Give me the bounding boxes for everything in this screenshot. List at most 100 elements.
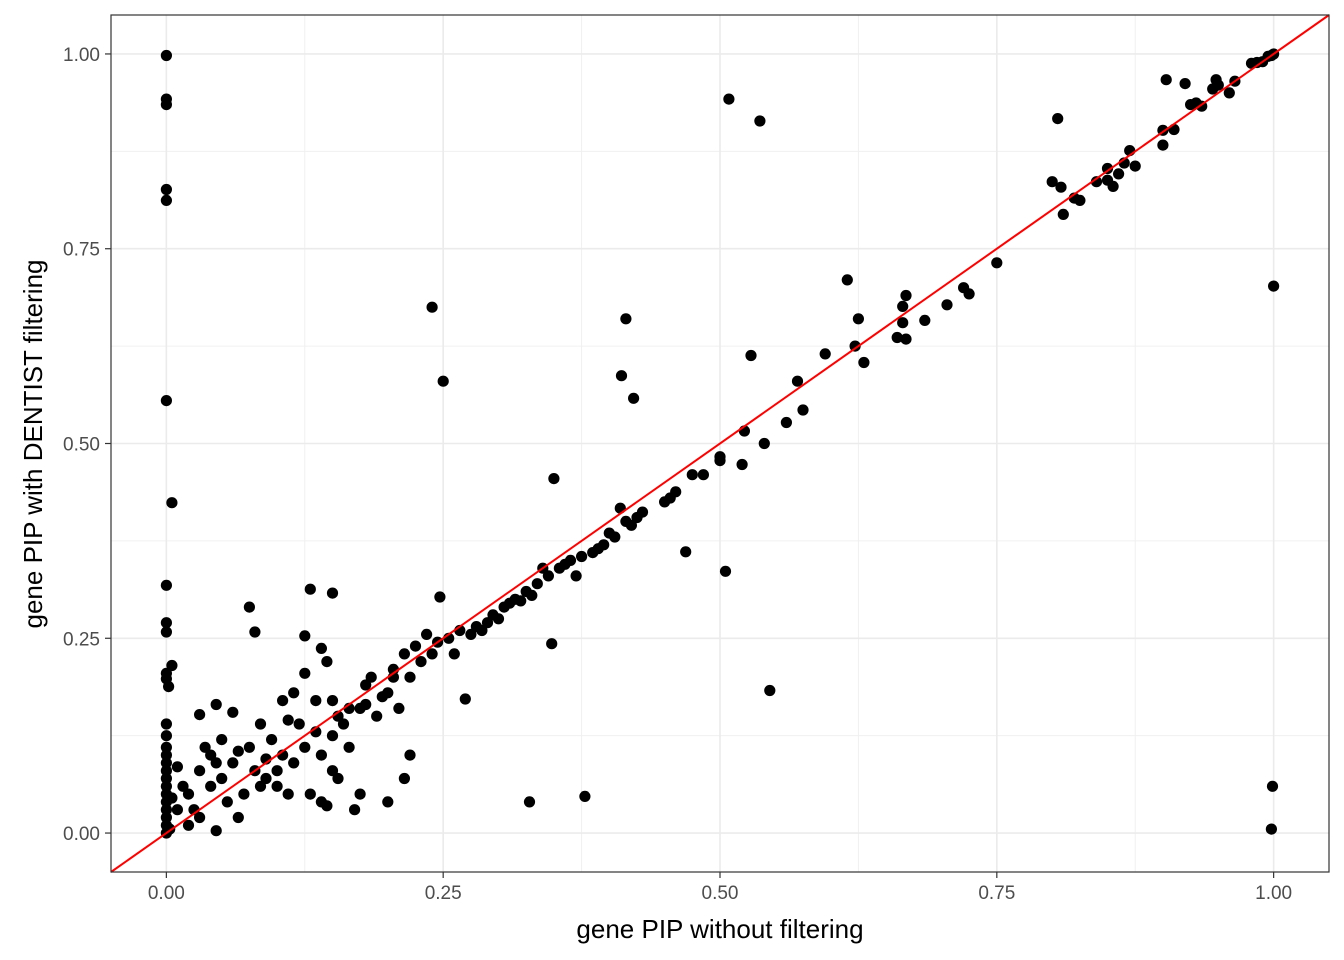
data-point — [1268, 280, 1280, 292]
data-point — [625, 519, 638, 531]
data-point — [177, 780, 189, 792]
y-axis-ticks: 0.00 0.25 0.50 0.75 1.00 — [63, 45, 111, 845]
data-point — [360, 679, 372, 691]
data-point — [166, 792, 178, 804]
data-point — [260, 772, 272, 785]
data-point — [160, 718, 172, 730]
y-axis-title: gene PIP with DENTIST filtering — [18, 260, 48, 629]
data-point — [991, 257, 1003, 269]
data-point — [841, 274, 853, 286]
data-point — [254, 718, 267, 730]
data-point — [465, 628, 477, 641]
data-point — [598, 539, 610, 551]
data-point — [160, 617, 172, 629]
data-point — [216, 734, 228, 746]
data-point — [254, 780, 267, 792]
data-point — [941, 299, 953, 311]
x-tick-label: 0.50 — [702, 883, 739, 904]
data-point — [437, 375, 449, 387]
data-point — [354, 788, 366, 800]
data-point — [686, 469, 698, 481]
data-point — [171, 804, 183, 816]
data-point — [299, 667, 311, 679]
data-point — [459, 693, 471, 705]
data-point — [421, 628, 433, 641]
data-point — [852, 313, 865, 325]
data-point — [371, 710, 383, 722]
data-point — [182, 819, 195, 831]
x-tick-label: 0.25 — [425, 883, 462, 904]
data-point — [481, 617, 494, 629]
y-tick-label: 1.00 — [63, 45, 100, 66]
data-point — [615, 370, 628, 382]
data-point — [409, 640, 422, 652]
data-point — [194, 765, 206, 777]
data-point — [1160, 74, 1172, 86]
data-point — [393, 702, 405, 715]
data-point — [1265, 823, 1277, 835]
data-point — [719, 565, 732, 577]
data-point — [1179, 78, 1191, 90]
data-point — [523, 796, 536, 808]
data-points — [160, 48, 1280, 839]
data-point — [315, 749, 327, 761]
data-point — [160, 757, 172, 769]
data-point — [365, 671, 377, 683]
data-point — [238, 788, 250, 800]
data-point — [398, 648, 410, 660]
data-point — [160, 811, 172, 824]
y-tick-label: 0.00 — [63, 824, 100, 845]
data-point — [160, 194, 172, 206]
data-point — [315, 642, 327, 655]
data-point — [326, 765, 339, 777]
data-point — [288, 757, 300, 769]
x-axis-title: gene PIP without filtering — [576, 914, 863, 944]
data-point — [758, 437, 770, 450]
data-point — [282, 788, 294, 800]
data-point — [670, 486, 682, 498]
data-point — [426, 648, 438, 660]
data-point — [266, 734, 278, 746]
data-point — [546, 638, 558, 650]
data-point — [819, 348, 831, 360]
data-point — [160, 765, 172, 777]
data-point — [160, 804, 172, 816]
data-point — [609, 531, 621, 543]
data-point — [1168, 123, 1180, 136]
data-point — [227, 706, 239, 718]
data-point — [160, 99, 172, 111]
data-point — [542, 570, 555, 582]
data-point — [398, 772, 410, 785]
data-point — [160, 780, 172, 792]
data-point — [579, 790, 591, 803]
data-point — [1157, 139, 1169, 151]
data-point — [326, 695, 339, 707]
data-point — [1052, 113, 1064, 125]
data-point — [194, 709, 206, 721]
data-point — [160, 741, 172, 753]
data-point — [791, 375, 804, 387]
data-point — [754, 115, 766, 127]
data-point — [531, 578, 543, 590]
data-point — [216, 772, 228, 785]
data-point — [349, 804, 361, 816]
data-point — [415, 656, 427, 668]
data-point — [1046, 176, 1058, 188]
data-point — [210, 698, 222, 711]
data-point — [745, 349, 757, 362]
data-point — [714, 451, 726, 463]
data-point — [321, 656, 333, 668]
data-point — [548, 473, 560, 485]
data-point — [166, 659, 178, 672]
data-point — [614, 502, 626, 514]
data-point — [1129, 160, 1141, 172]
data-point — [282, 714, 294, 726]
data-point — [288, 687, 300, 699]
data-point — [900, 289, 912, 302]
data-point — [900, 333, 912, 345]
data-point — [232, 811, 244, 824]
data-point — [227, 757, 239, 769]
data-point — [404, 749, 416, 761]
data-point — [160, 730, 172, 742]
